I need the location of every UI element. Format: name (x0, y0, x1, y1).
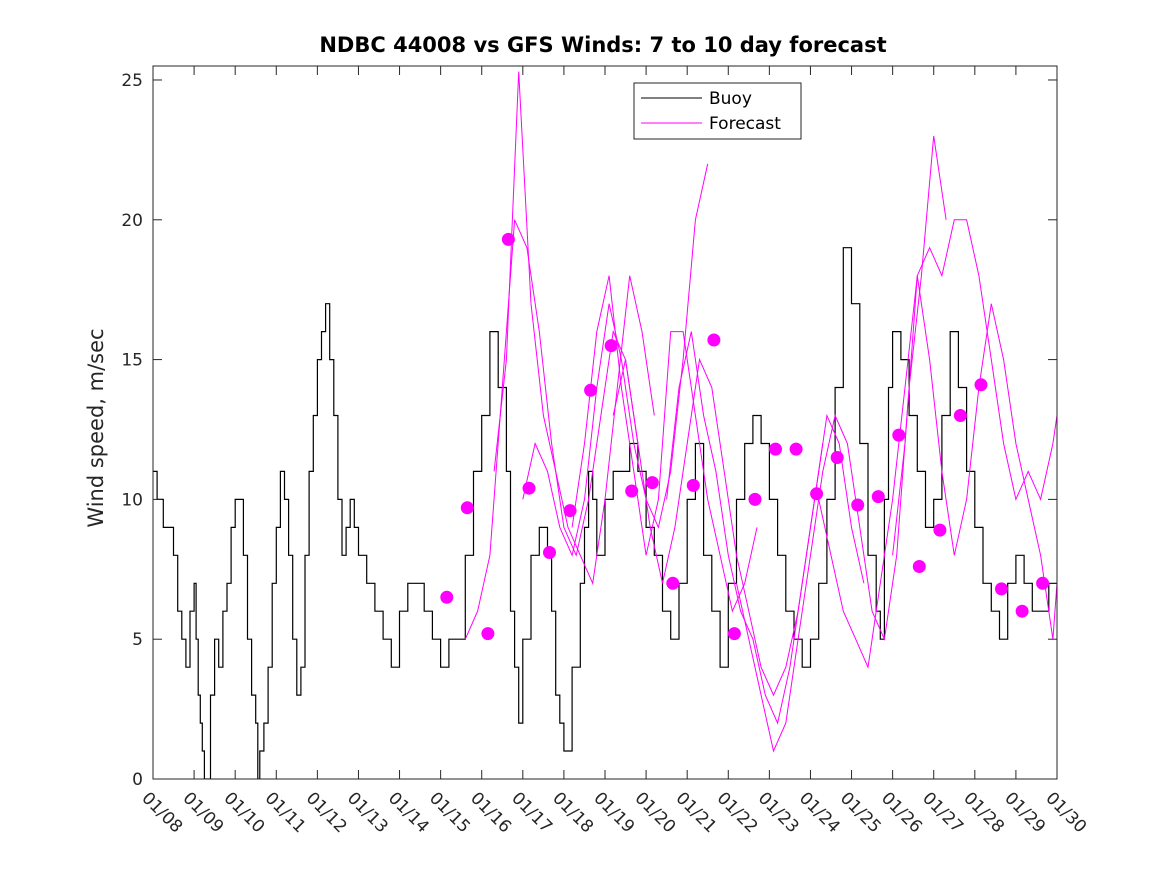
forecast-point (830, 451, 844, 464)
forecast-series-line-4 (571, 275, 758, 613)
y-tick-label: 15 (121, 351, 143, 371)
forecast-point (563, 504, 577, 518)
forecast-point (953, 409, 967, 422)
forecast-point (645, 476, 659, 490)
forecast-point (995, 582, 1008, 596)
forecast-point (789, 442, 803, 456)
forecast-series-line-6 (666, 331, 865, 725)
forecast-point (604, 339, 618, 353)
forecast-point (501, 232, 515, 246)
forecast-point (460, 501, 474, 515)
forecast-series-line-1 (464, 219, 639, 640)
forecast-point (1036, 576, 1050, 590)
buoy-series-line (153, 247, 1057, 779)
forecast-series-line-7 (736, 135, 947, 753)
forecast-point (810, 487, 824, 501)
forecast-series-line-5 (612, 357, 824, 697)
forecast-point (481, 627, 495, 641)
y-tick-label: 0 (132, 770, 143, 790)
y-tick-label: 5 (132, 630, 143, 650)
forecast-point (543, 546, 556, 559)
y-tick-label: 25 (121, 71, 143, 91)
forecast-point (686, 478, 700, 492)
y-axis-label: Wind speed, m/sec (84, 328, 108, 527)
forecast-point (727, 627, 741, 641)
forecast-point (584, 383, 598, 397)
forecast-point (707, 333, 721, 347)
forecast-point (974, 378, 988, 392)
forecast-point (748, 492, 762, 506)
y-tick-label: 10 (121, 490, 143, 510)
plot-area (153, 71, 1057, 779)
forecast-point (871, 490, 885, 504)
forecast-point (522, 481, 536, 495)
forecast-point (912, 560, 926, 573)
legend-buoy-label: Buoy (709, 89, 752, 109)
forecast-point (625, 484, 639, 498)
legend-forecast-label: Forecast (709, 114, 781, 134)
y-tick-label: 20 (121, 211, 143, 231)
forecast-point (1015, 604, 1029, 618)
chart-title: NDBC 44008 vs GFS Winds: 7 to 10 day for… (319, 33, 886, 57)
forecast-point (933, 523, 947, 537)
legend: Buoy Forecast (633, 82, 802, 140)
forecast-point (440, 590, 454, 604)
forecast-point (851, 498, 865, 512)
forecast-point (769, 442, 782, 456)
y-axis: 0 5 10 15 20 25 (121, 71, 1057, 790)
legend-box (633, 82, 802, 140)
forecast-point (892, 428, 906, 442)
forecast-series-line-2 (493, 71, 655, 586)
forecast-point (666, 576, 680, 590)
